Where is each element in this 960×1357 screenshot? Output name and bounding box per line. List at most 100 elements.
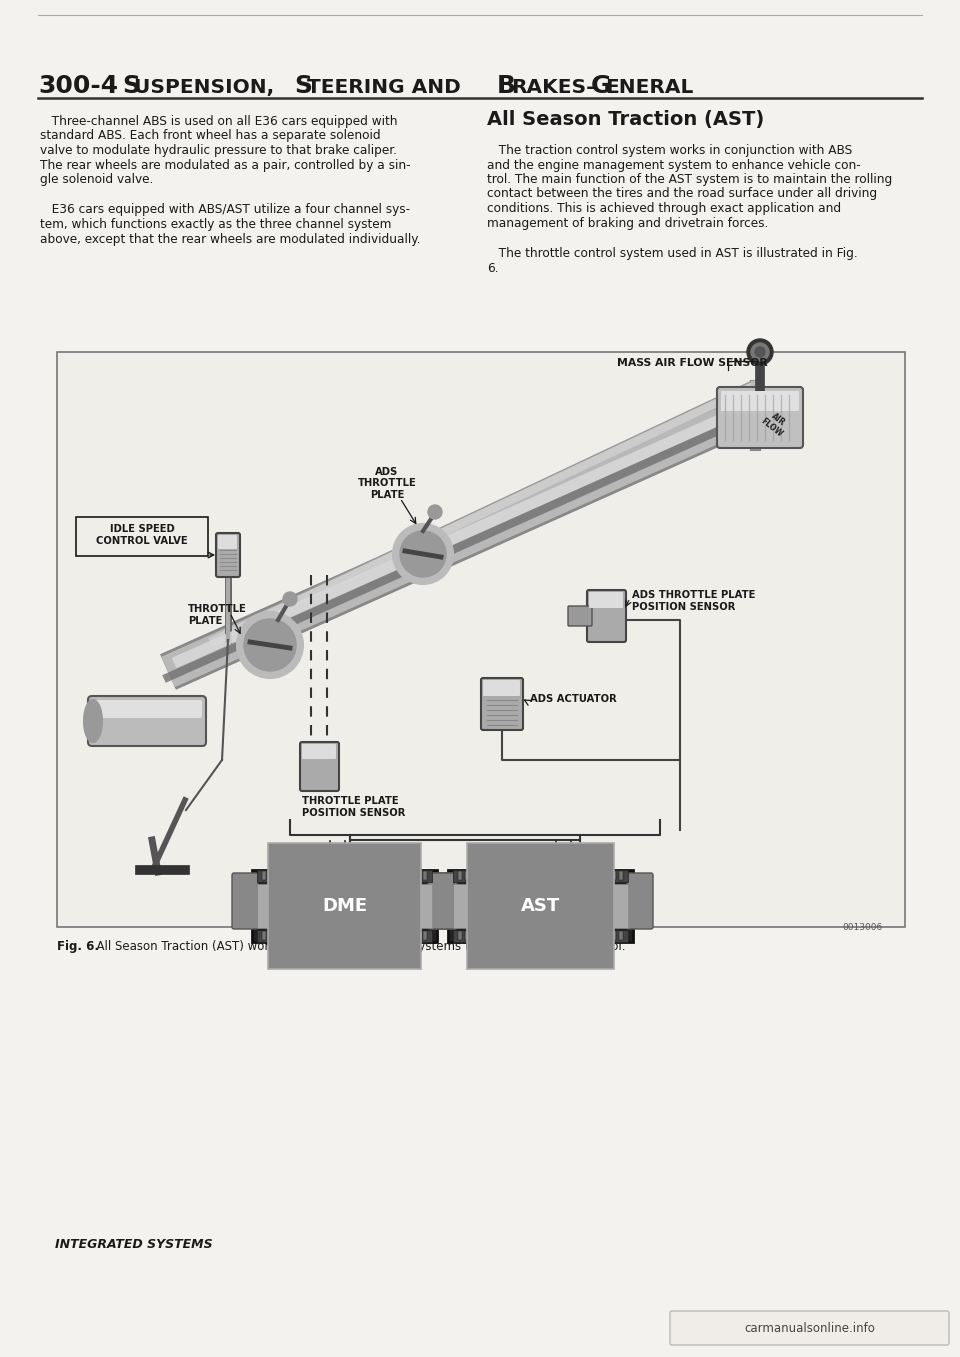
Bar bbox=[325, 931, 329, 940]
Bar bbox=[276, 931, 280, 940]
Text: ENERAL: ENERAL bbox=[605, 77, 693, 96]
FancyBboxPatch shape bbox=[216, 533, 240, 577]
Bar bbox=[416, 931, 420, 940]
Bar bbox=[395, 871, 399, 879]
Circle shape bbox=[755, 347, 765, 357]
FancyBboxPatch shape bbox=[717, 387, 803, 448]
Bar bbox=[535, 931, 539, 940]
Bar bbox=[290, 931, 294, 940]
Text: THROTTLE
PLATE: THROTTLE PLATE bbox=[188, 604, 247, 626]
Text: ADS ACTUATOR: ADS ACTUATOR bbox=[530, 693, 616, 704]
Bar bbox=[605, 931, 609, 940]
Bar bbox=[500, 871, 504, 879]
Bar bbox=[346, 931, 350, 940]
Bar bbox=[549, 871, 553, 879]
Bar bbox=[297, 931, 301, 940]
Bar bbox=[290, 871, 294, 879]
Bar bbox=[465, 931, 469, 940]
Text: 300-4: 300-4 bbox=[38, 75, 118, 98]
Bar bbox=[453, 930, 628, 942]
Bar bbox=[598, 931, 602, 940]
Bar bbox=[570, 871, 574, 879]
Bar bbox=[257, 883, 432, 928]
Bar bbox=[465, 871, 469, 879]
Bar bbox=[584, 931, 588, 940]
Text: G: G bbox=[591, 75, 612, 98]
Bar bbox=[570, 931, 574, 940]
Text: TEERING AND: TEERING AND bbox=[307, 77, 468, 96]
Bar bbox=[556, 931, 560, 940]
Text: The rear wheels are modulated as a pair, controlled by a sin-: The rear wheels are modulated as a pair,… bbox=[40, 159, 411, 171]
Circle shape bbox=[283, 592, 297, 607]
FancyBboxPatch shape bbox=[302, 744, 336, 759]
Text: INTEGRATED SYSTEMS: INTEGRATED SYSTEMS bbox=[55, 1238, 212, 1251]
Bar bbox=[257, 930, 432, 942]
Bar bbox=[360, 931, 364, 940]
Bar bbox=[304, 931, 308, 940]
Bar bbox=[423, 931, 427, 940]
Bar bbox=[311, 871, 315, 879]
FancyBboxPatch shape bbox=[721, 391, 799, 411]
Bar bbox=[528, 931, 532, 940]
FancyBboxPatch shape bbox=[627, 873, 653, 930]
Text: USPENSION,: USPENSION, bbox=[134, 77, 281, 96]
Bar bbox=[318, 871, 322, 879]
Bar bbox=[542, 871, 546, 879]
FancyBboxPatch shape bbox=[232, 873, 258, 930]
Bar bbox=[297, 871, 301, 879]
Bar bbox=[353, 931, 357, 940]
Bar bbox=[486, 871, 490, 879]
Text: 6.: 6. bbox=[487, 262, 498, 274]
Bar bbox=[311, 931, 315, 940]
Bar bbox=[402, 931, 406, 940]
Bar bbox=[521, 931, 525, 940]
Bar bbox=[486, 931, 490, 940]
Bar bbox=[332, 871, 336, 879]
Bar bbox=[500, 931, 504, 940]
Bar bbox=[521, 871, 525, 879]
Circle shape bbox=[244, 619, 296, 670]
FancyBboxPatch shape bbox=[428, 873, 454, 930]
Bar bbox=[612, 871, 616, 879]
Text: AST: AST bbox=[521, 897, 560, 915]
Text: All Season Traction (AST) works with other drivetrain systems to enhance vehicle: All Season Traction (AST) works with oth… bbox=[89, 940, 626, 953]
Bar bbox=[276, 871, 280, 879]
Bar bbox=[353, 871, 357, 879]
Text: carmanualsonline.info: carmanualsonline.info bbox=[745, 1322, 876, 1334]
FancyBboxPatch shape bbox=[589, 592, 623, 608]
Bar bbox=[514, 871, 518, 879]
Bar bbox=[318, 931, 322, 940]
Text: DME: DME bbox=[322, 897, 367, 915]
Bar bbox=[402, 871, 406, 879]
Text: S: S bbox=[122, 75, 140, 98]
Text: ADS THROTTLE PLATE
POSITION SENSOR: ADS THROTTLE PLATE POSITION SENSOR bbox=[632, 590, 756, 612]
Bar bbox=[325, 871, 329, 879]
Text: Three-channel ABS is used on all E36 cars equipped with: Three-channel ABS is used on all E36 car… bbox=[40, 115, 397, 128]
Bar bbox=[409, 871, 413, 879]
Bar bbox=[57, 351, 905, 927]
Bar bbox=[453, 870, 628, 882]
Circle shape bbox=[400, 531, 446, 577]
Text: contact between the tires and the road surface under all driving: contact between the tires and the road s… bbox=[487, 187, 877, 201]
Bar bbox=[563, 871, 567, 879]
Bar bbox=[605, 871, 609, 879]
Bar bbox=[283, 931, 287, 940]
Bar bbox=[360, 871, 364, 879]
Bar bbox=[556, 871, 560, 879]
Bar bbox=[367, 871, 371, 879]
Ellipse shape bbox=[84, 700, 102, 742]
Bar bbox=[269, 871, 273, 879]
Bar bbox=[528, 871, 532, 879]
Text: The throttle control system used in AST is illustrated in Fig.: The throttle control system used in AST … bbox=[487, 247, 857, 261]
Bar bbox=[563, 931, 567, 940]
Text: trol. The main function of the AST system is to maintain the rolling: trol. The main function of the AST syste… bbox=[487, 172, 892, 186]
Text: and the engine management system to enhance vehicle con-: and the engine management system to enha… bbox=[487, 159, 861, 171]
Text: All Season Traction (AST): All Season Traction (AST) bbox=[487, 110, 764, 129]
FancyBboxPatch shape bbox=[92, 700, 202, 718]
Text: THROTTLE PLATE
POSITION SENSOR: THROTTLE PLATE POSITION SENSOR bbox=[302, 797, 405, 818]
FancyBboxPatch shape bbox=[483, 680, 520, 696]
Bar bbox=[304, 871, 308, 879]
FancyBboxPatch shape bbox=[431, 873, 457, 930]
Bar bbox=[472, 931, 476, 940]
Bar bbox=[507, 931, 511, 940]
